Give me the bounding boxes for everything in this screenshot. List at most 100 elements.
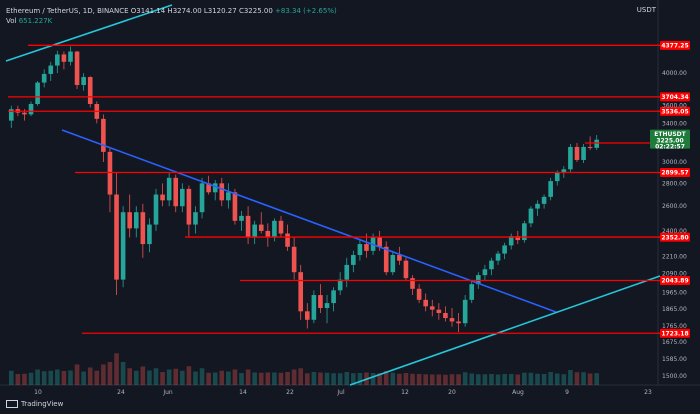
upper-trendline[interactable] bbox=[5, 4, 173, 62]
candle-body[interactable] bbox=[357, 244, 363, 256]
candle-body[interactable] bbox=[383, 246, 389, 273]
candle-body[interactable] bbox=[147, 224, 152, 245]
candle-body[interactable] bbox=[87, 77, 93, 104]
candle-body[interactable] bbox=[304, 311, 310, 320]
candle-body[interactable] bbox=[449, 318, 455, 322]
candle-body[interactable] bbox=[114, 194, 119, 280]
candle-body[interactable] bbox=[245, 215, 251, 238]
candle-body[interactable] bbox=[462, 299, 468, 324]
candle-body[interactable] bbox=[74, 51, 80, 85]
candle-body[interactable] bbox=[515, 236, 521, 241]
candle-body[interactable] bbox=[377, 237, 382, 247]
candle-body[interactable] bbox=[568, 146, 573, 170]
candle-body[interactable] bbox=[344, 264, 350, 280]
candle-body[interactable] bbox=[173, 177, 179, 207]
candle-body[interactable] bbox=[311, 295, 317, 320]
trendlines[interactable] bbox=[5, 4, 661, 386]
candle-body[interactable] bbox=[212, 183, 218, 193]
horizontal-levels[interactable]: 4377.253704.343536.053190.122899.572352.… bbox=[8, 40, 690, 338]
candle-body[interactable] bbox=[581, 146, 586, 160]
candle-body[interactable] bbox=[594, 139, 600, 148]
candle-body[interactable] bbox=[186, 188, 192, 225]
candle-body[interactable] bbox=[364, 244, 369, 251]
candle-body[interactable] bbox=[48, 65, 54, 74]
candle-body[interactable] bbox=[101, 118, 106, 152]
candle-body[interactable] bbox=[423, 299, 428, 307]
candle-body[interactable] bbox=[180, 188, 185, 207]
candle-body[interactable] bbox=[397, 255, 402, 261]
candle-body[interactable] bbox=[528, 208, 534, 224]
candle-body[interactable] bbox=[35, 82, 40, 104]
candle-body[interactable] bbox=[219, 183, 225, 201]
candle-body[interactable] bbox=[456, 321, 461, 324]
candle-body[interactable] bbox=[416, 288, 422, 300]
candle-body[interactable] bbox=[28, 103, 34, 115]
candle-body[interactable] bbox=[265, 230, 271, 238]
candle-body[interactable] bbox=[495, 253, 501, 261]
candle-body[interactable] bbox=[166, 177, 172, 201]
candle-body[interactable] bbox=[469, 284, 475, 300]
candle-body[interactable] bbox=[153, 194, 159, 225]
candle-body[interactable] bbox=[41, 73, 47, 83]
candle-body[interactable] bbox=[272, 220, 277, 238]
candle-body[interactable] bbox=[502, 245, 507, 254]
candle-body[interactable] bbox=[140, 212, 146, 245]
descending-trendline[interactable] bbox=[61, 129, 557, 313]
candle-body[interactable] bbox=[239, 215, 244, 221]
currency-label[interactable]: USDT bbox=[636, 6, 656, 14]
candle-body[interactable] bbox=[55, 54, 60, 66]
ascending-trendline[interactable] bbox=[349, 275, 661, 386]
candle-body[interactable] bbox=[193, 212, 198, 225]
candle-body[interactable] bbox=[324, 303, 330, 308]
candle-body[interactable] bbox=[107, 151, 113, 195]
candle-body[interactable] bbox=[291, 246, 297, 273]
candle-body[interactable] bbox=[574, 146, 580, 160]
candle-body[interactable] bbox=[8, 109, 14, 121]
candle-body[interactable] bbox=[337, 279, 343, 291]
candle-body[interactable] bbox=[548, 181, 553, 197]
candle-body[interactable] bbox=[436, 309, 442, 313]
candle-body[interactable] bbox=[403, 260, 409, 279]
candle-body[interactable] bbox=[199, 183, 205, 213]
candle-body[interactable] bbox=[285, 233, 290, 247]
brand-footer[interactable]: TradingView bbox=[6, 400, 63, 408]
candle-body[interactable] bbox=[410, 278, 415, 289]
candle-body[interactable] bbox=[482, 269, 488, 276]
candle-body[interactable] bbox=[351, 255, 356, 265]
candle-body[interactable] bbox=[443, 312, 448, 319]
candle-body[interactable] bbox=[331, 290, 336, 304]
candle-body[interactable] bbox=[81, 77, 86, 85]
current-price-badge[interactable] bbox=[650, 129, 690, 149]
candle-body[interactable] bbox=[68, 51, 73, 62]
candle-body[interactable] bbox=[587, 146, 593, 148]
candle-body[interactable] bbox=[561, 169, 567, 173]
candle-body[interactable] bbox=[206, 183, 211, 193]
candle-body[interactable] bbox=[508, 236, 514, 246]
price-axis[interactable]: 4000.00 3600.00 3400.00 3000.00 2800.00 2600.… bbox=[650, 70, 690, 380]
candle-body[interactable] bbox=[541, 196, 547, 204]
candle-body[interactable] bbox=[535, 203, 540, 209]
candle-body[interactable] bbox=[298, 272, 304, 312]
candle-body[interactable] bbox=[232, 192, 238, 221]
candle-body[interactable] bbox=[390, 255, 396, 273]
time-axis[interactable]: 10 24 Jun 14 22 Jul 12 20 Aug 9 23 bbox=[34, 389, 652, 396]
candle-body[interactable] bbox=[278, 220, 284, 234]
candle-body[interactable] bbox=[127, 212, 132, 229]
candle-body[interactable] bbox=[318, 295, 323, 308]
candle-body[interactable] bbox=[429, 306, 435, 310]
candle-body[interactable] bbox=[489, 260, 494, 270]
candle-body[interactable] bbox=[252, 224, 257, 238]
candle-body[interactable] bbox=[133, 212, 139, 229]
candle-body[interactable] bbox=[22, 112, 27, 115]
candle-body[interactable] bbox=[120, 212, 126, 280]
candle-body[interactable] bbox=[554, 172, 560, 182]
candle-body[interactable] bbox=[61, 54, 67, 62]
symbol-title[interactable]: Ethereum / TetherUS, 1D, BINANCE bbox=[6, 7, 129, 15]
candle-body[interactable] bbox=[522, 223, 527, 241]
candle-body[interactable] bbox=[258, 224, 264, 231]
candle-body[interactable] bbox=[476, 275, 481, 285]
candle-body[interactable] bbox=[226, 192, 231, 201]
candle-body[interactable] bbox=[160, 194, 165, 201]
